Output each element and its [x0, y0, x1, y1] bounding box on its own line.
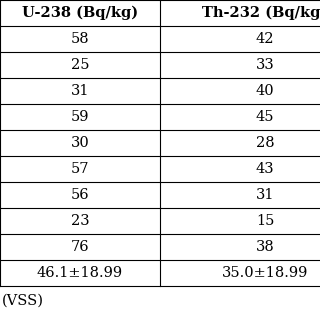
Text: 38: 38: [256, 240, 274, 254]
Text: 31: 31: [256, 188, 274, 202]
Text: 59: 59: [71, 110, 89, 124]
Text: 42: 42: [256, 32, 274, 46]
Text: 30: 30: [71, 136, 89, 150]
Text: 43: 43: [256, 162, 274, 176]
Text: 40: 40: [256, 84, 274, 98]
Text: Th-232 (Bq/kg): Th-232 (Bq/kg): [202, 6, 320, 20]
Text: 28: 28: [256, 136, 274, 150]
Text: 46.1±18.99: 46.1±18.99: [37, 266, 123, 280]
Text: 76: 76: [71, 240, 89, 254]
Text: (VSS): (VSS): [2, 294, 44, 308]
Text: U-238 (Bq/kg): U-238 (Bq/kg): [22, 6, 138, 20]
Text: 23: 23: [71, 214, 89, 228]
Text: 35.0±18.99: 35.0±18.99: [222, 266, 308, 280]
Text: 57: 57: [71, 162, 89, 176]
Text: 45: 45: [256, 110, 274, 124]
Text: 31: 31: [71, 84, 89, 98]
Text: 58: 58: [71, 32, 89, 46]
Text: 25: 25: [71, 58, 89, 72]
Text: 33: 33: [256, 58, 274, 72]
Text: 15: 15: [256, 214, 274, 228]
Text: 56: 56: [71, 188, 89, 202]
